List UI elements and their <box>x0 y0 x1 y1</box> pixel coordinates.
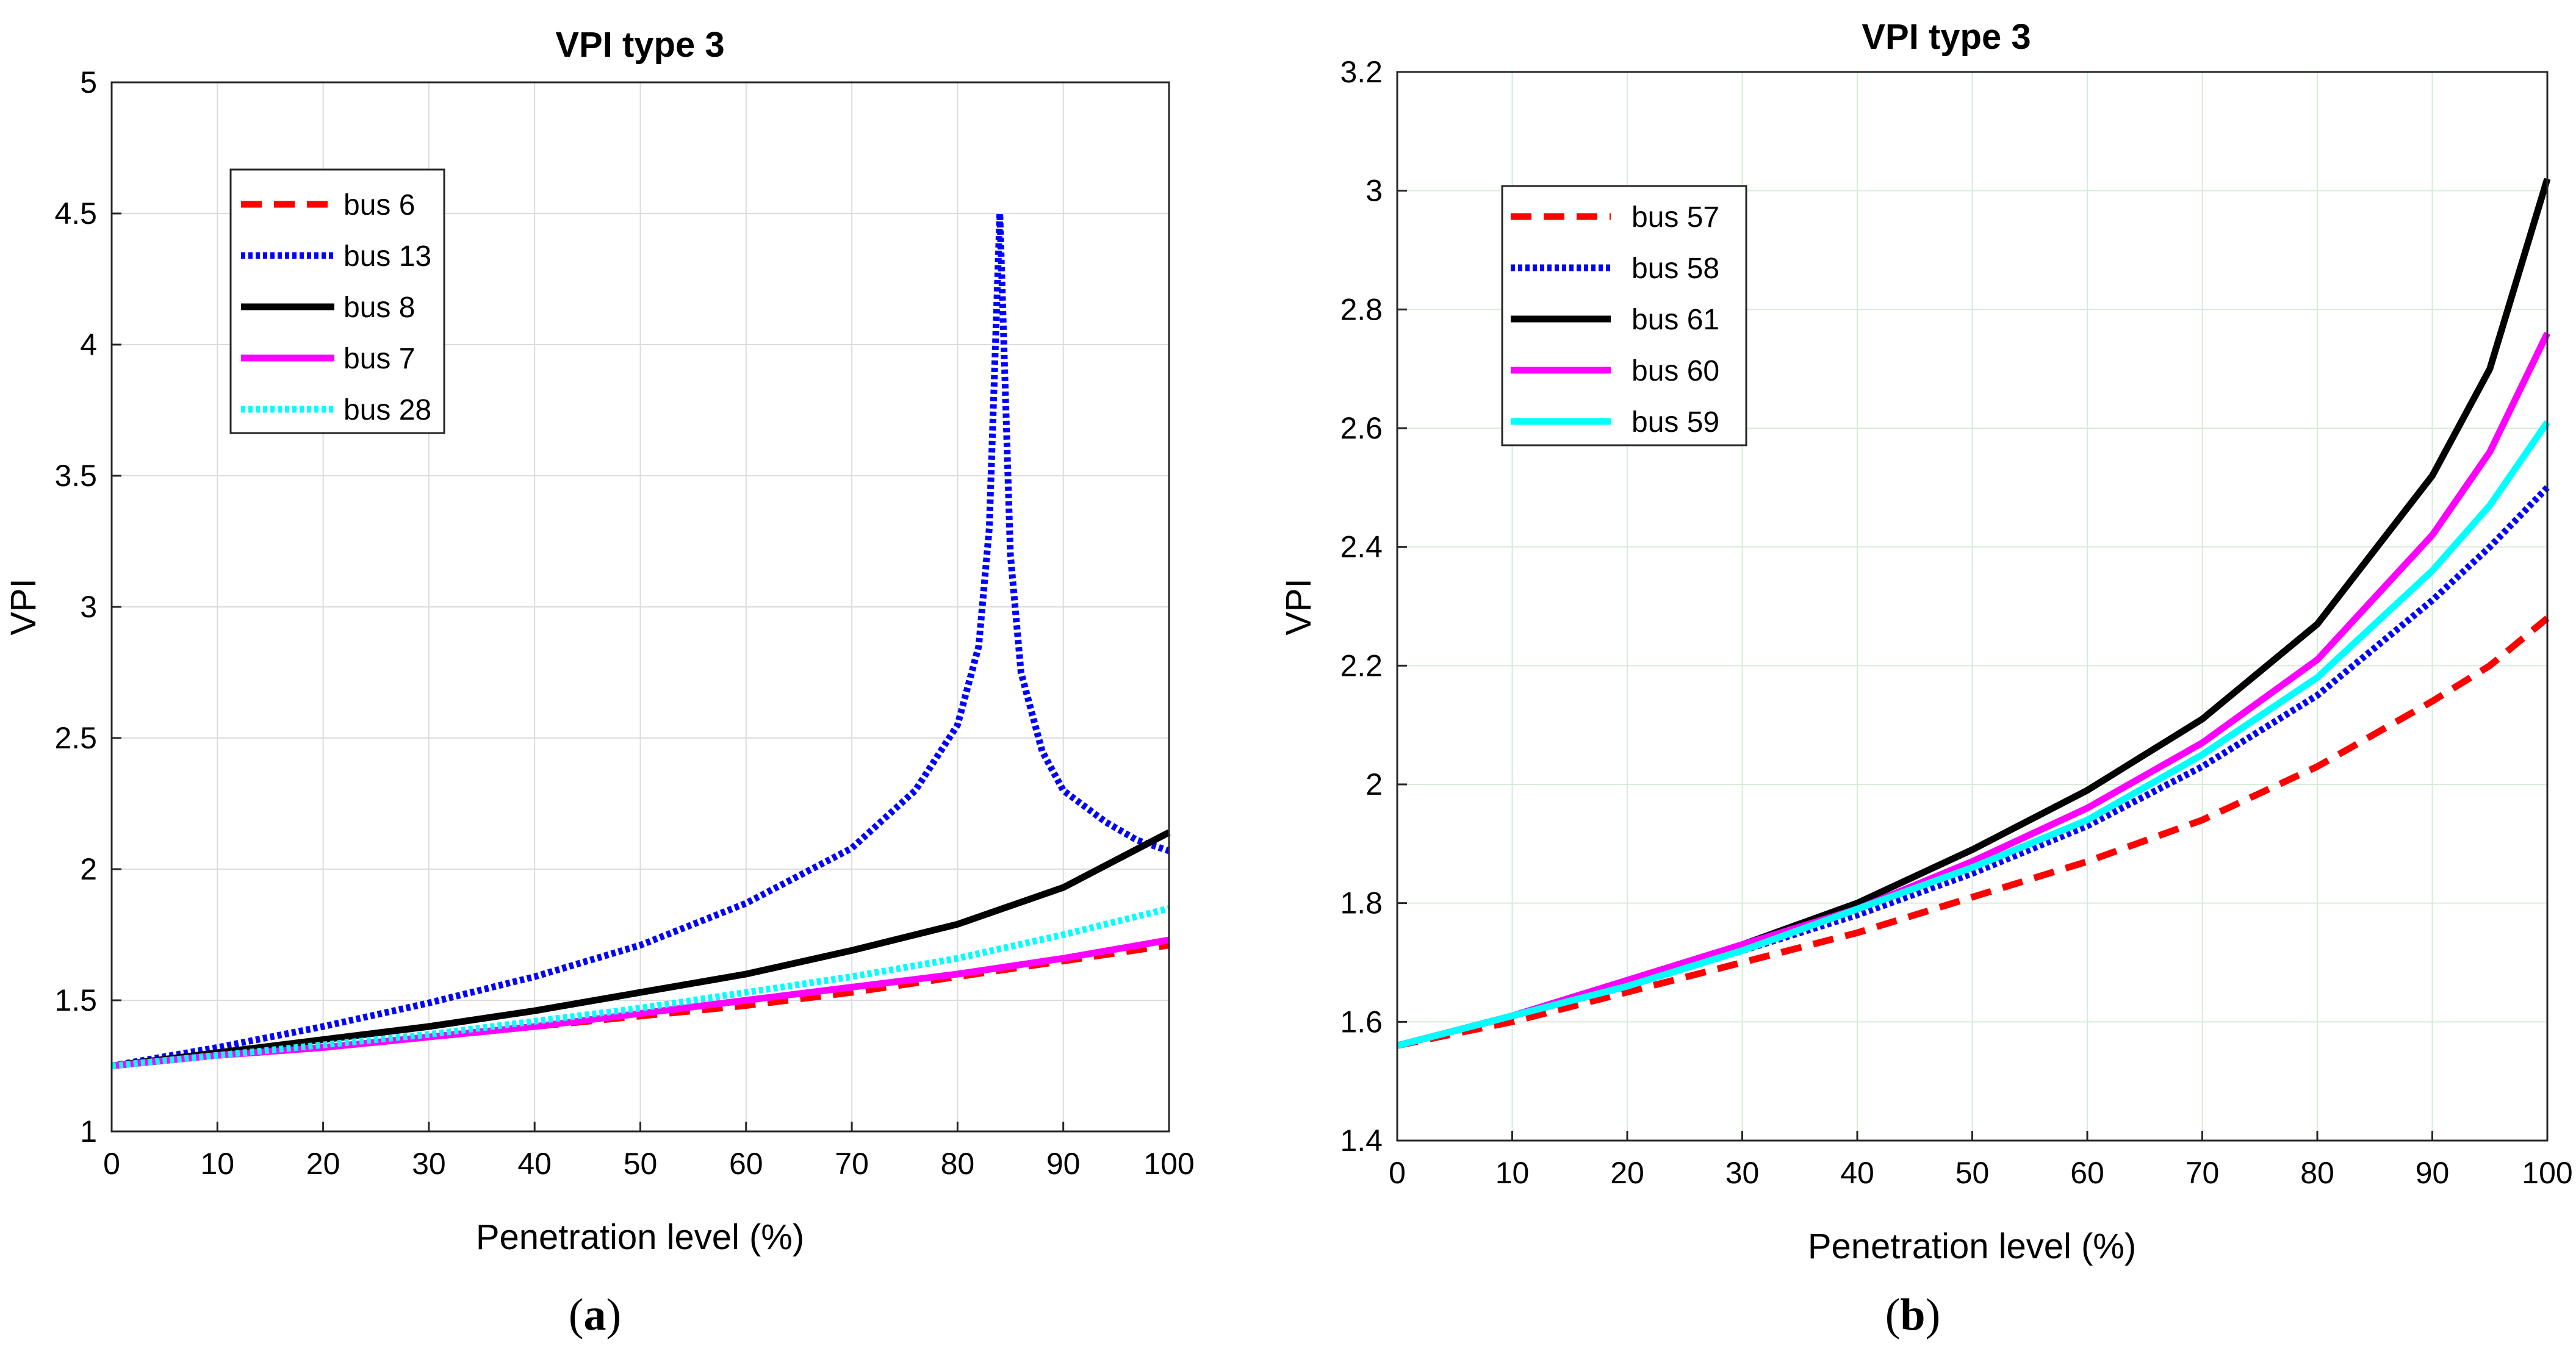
panel-b-y-tick-label: 3 <box>1365 174 1383 208</box>
legend-label-bus-13: bus 13 <box>344 240 431 273</box>
panel-a-x-tick-label: 50 <box>624 1147 658 1181</box>
panel-a-label: (a) <box>569 1290 621 1340</box>
panel-b-y-tick-label: 2.8 <box>1340 292 1383 326</box>
legend-label-bus-28: bus 28 <box>344 394 431 426</box>
legend-label-bus-61: bus 61 <box>1632 304 1719 336</box>
panel-b-series <box>1396 177 2551 1049</box>
panel-b-x-tick-label: 90 <box>2416 1156 2450 1190</box>
panel-a-x-tick-label: 10 <box>200 1147 234 1181</box>
panel-a-y-tick-label: 2 <box>80 852 97 886</box>
panel-a-ticks: 0 10 20 30 40 50 60 70 80 90 100 1 1.5 2 2.5 3 3.5 4 4.5 5 <box>54 65 1194 1181</box>
panel-a-y-tick-label: 2.5 <box>54 721 97 755</box>
legend-label-bus-60: bus 60 <box>1632 355 1719 387</box>
panel-b-x-tick-label: 0 <box>1389 1156 1406 1190</box>
panel-b-y-tick-label: 2 <box>1365 767 1383 801</box>
panel-b-y-tick-label: 1.8 <box>1340 886 1383 920</box>
series-line-bus-57 <box>1396 615 2550 1049</box>
series-line-bus-58 <box>1396 485 2550 1049</box>
panel-b-x-axis-label: Penetration level (%) <box>1808 1227 2136 1266</box>
panel-a-y-tick-label: 3.5 <box>54 459 97 493</box>
panel-b-y-tick-label: 3.2 <box>1340 55 1383 89</box>
panel-b-x-tick-label: 50 <box>1955 1156 1990 1190</box>
panel-a-legend-box <box>229 168 445 434</box>
legend-label-bus-57: bus 57 <box>1632 201 1719 234</box>
panel-b-letter: b <box>1900 1290 1925 1340</box>
panel-b-y-tick-label: 2.2 <box>1340 648 1383 683</box>
panel-b-x-tick-label: 70 <box>2186 1156 2220 1190</box>
panel-a-letter: a <box>584 1290 606 1340</box>
panel-b-x-tick-label: 30 <box>1725 1156 1760 1190</box>
legend-label-bus-58: bus 58 <box>1632 253 1719 285</box>
panel-b: VPI type 3 0 10 20 30 40 50 60 70 80 90 100 1.4 1.6 1… <box>1279 17 2573 1340</box>
panel-b-x-tick-label: 60 <box>2070 1156 2104 1190</box>
panel-a-x-tick-label: 90 <box>1046 1147 1081 1181</box>
panel-a-y-tick-label: 4 <box>80 328 97 362</box>
panel-a-y-axis-label: VPI <box>4 578 43 636</box>
panel-b-y-tick-label: 2.4 <box>1340 530 1383 564</box>
panel-b-x-tick-label: 20 <box>1610 1156 1644 1190</box>
panel-a-x-tick-label: 0 <box>103 1147 120 1181</box>
panel-b-x-tick-label: 10 <box>1495 1156 1530 1190</box>
panel-b-label: (b) <box>1885 1290 1940 1340</box>
panel-a-title: VPI type 3 <box>555 25 724 65</box>
panel-a-y-tick-label: 1.5 <box>54 983 97 1017</box>
panel-a-y-tick-label: 4.5 <box>54 196 97 231</box>
series-line-bus-60 <box>1396 331 2550 1049</box>
panel-a-x-axis-label: Penetration level (%) <box>476 1217 804 1257</box>
panel-b-y-axis-label: VPI <box>1279 578 1319 636</box>
panel-a-legend: bus 6 bus 13 bus 8 bus 7 bus 28 <box>229 168 445 434</box>
series-line-bus-8 <box>111 829 1171 1069</box>
panel-a-x-tick-label: 70 <box>835 1147 869 1181</box>
panel-a-x-tick-label: 60 <box>729 1147 763 1181</box>
panel-a-y-tick-label: 3 <box>80 590 97 624</box>
panel-b-y-tick-label: 1.4 <box>1340 1123 1383 1158</box>
panel-b-x-tick-label: 80 <box>2300 1156 2334 1190</box>
legend-label-bus-8: bus 8 <box>344 292 415 324</box>
panel-b-x-tick-label: 100 <box>2522 1156 2572 1190</box>
legend-label-bus-6: bus 6 <box>344 189 415 221</box>
panel-a-x-tick-label: 100 <box>1143 1147 1194 1181</box>
series-line-bus-28 <box>111 905 1170 1069</box>
panel-a-x-tick-label: 80 <box>941 1147 975 1181</box>
panel-a-series <box>111 210 1171 1069</box>
panel-a-x-tick-label: 40 <box>517 1147 552 1181</box>
panel-a: VPI type 3 0 10 20 30 40 50 60 70 80 90 100 1 1.5 2 2.… <box>4 25 1195 1340</box>
panel-a-x-tick-label: 20 <box>306 1147 340 1181</box>
panel-b-x-tick-label: 40 <box>1840 1156 1874 1190</box>
panel-b-title: VPI type 3 <box>1862 17 2031 57</box>
legend-label-bus-7: bus 7 <box>344 343 415 375</box>
series-line-bus-59 <box>1396 420 2550 1049</box>
panel-b-y-tick-label: 2.6 <box>1340 411 1383 445</box>
panel-b-ticks: 0 10 20 30 40 50 60 70 80 90 100 1.4 1.6 1.8 2 2.2 2.4 2.… <box>1340 55 2572 1190</box>
legend-label-bus-59: bus 59 <box>1632 406 1719 439</box>
panel-a-y-tick-label: 5 <box>80 65 97 99</box>
panel-a-x-tick-label: 30 <box>412 1147 446 1181</box>
panel-b-y-tick-label: 1.6 <box>1340 1005 1383 1039</box>
panel-b-legend: bus 57 bus 58 bus 61 bus 60 bus 59 <box>1501 185 1747 446</box>
panel-a-y-tick-label: 1 <box>80 1114 97 1149</box>
